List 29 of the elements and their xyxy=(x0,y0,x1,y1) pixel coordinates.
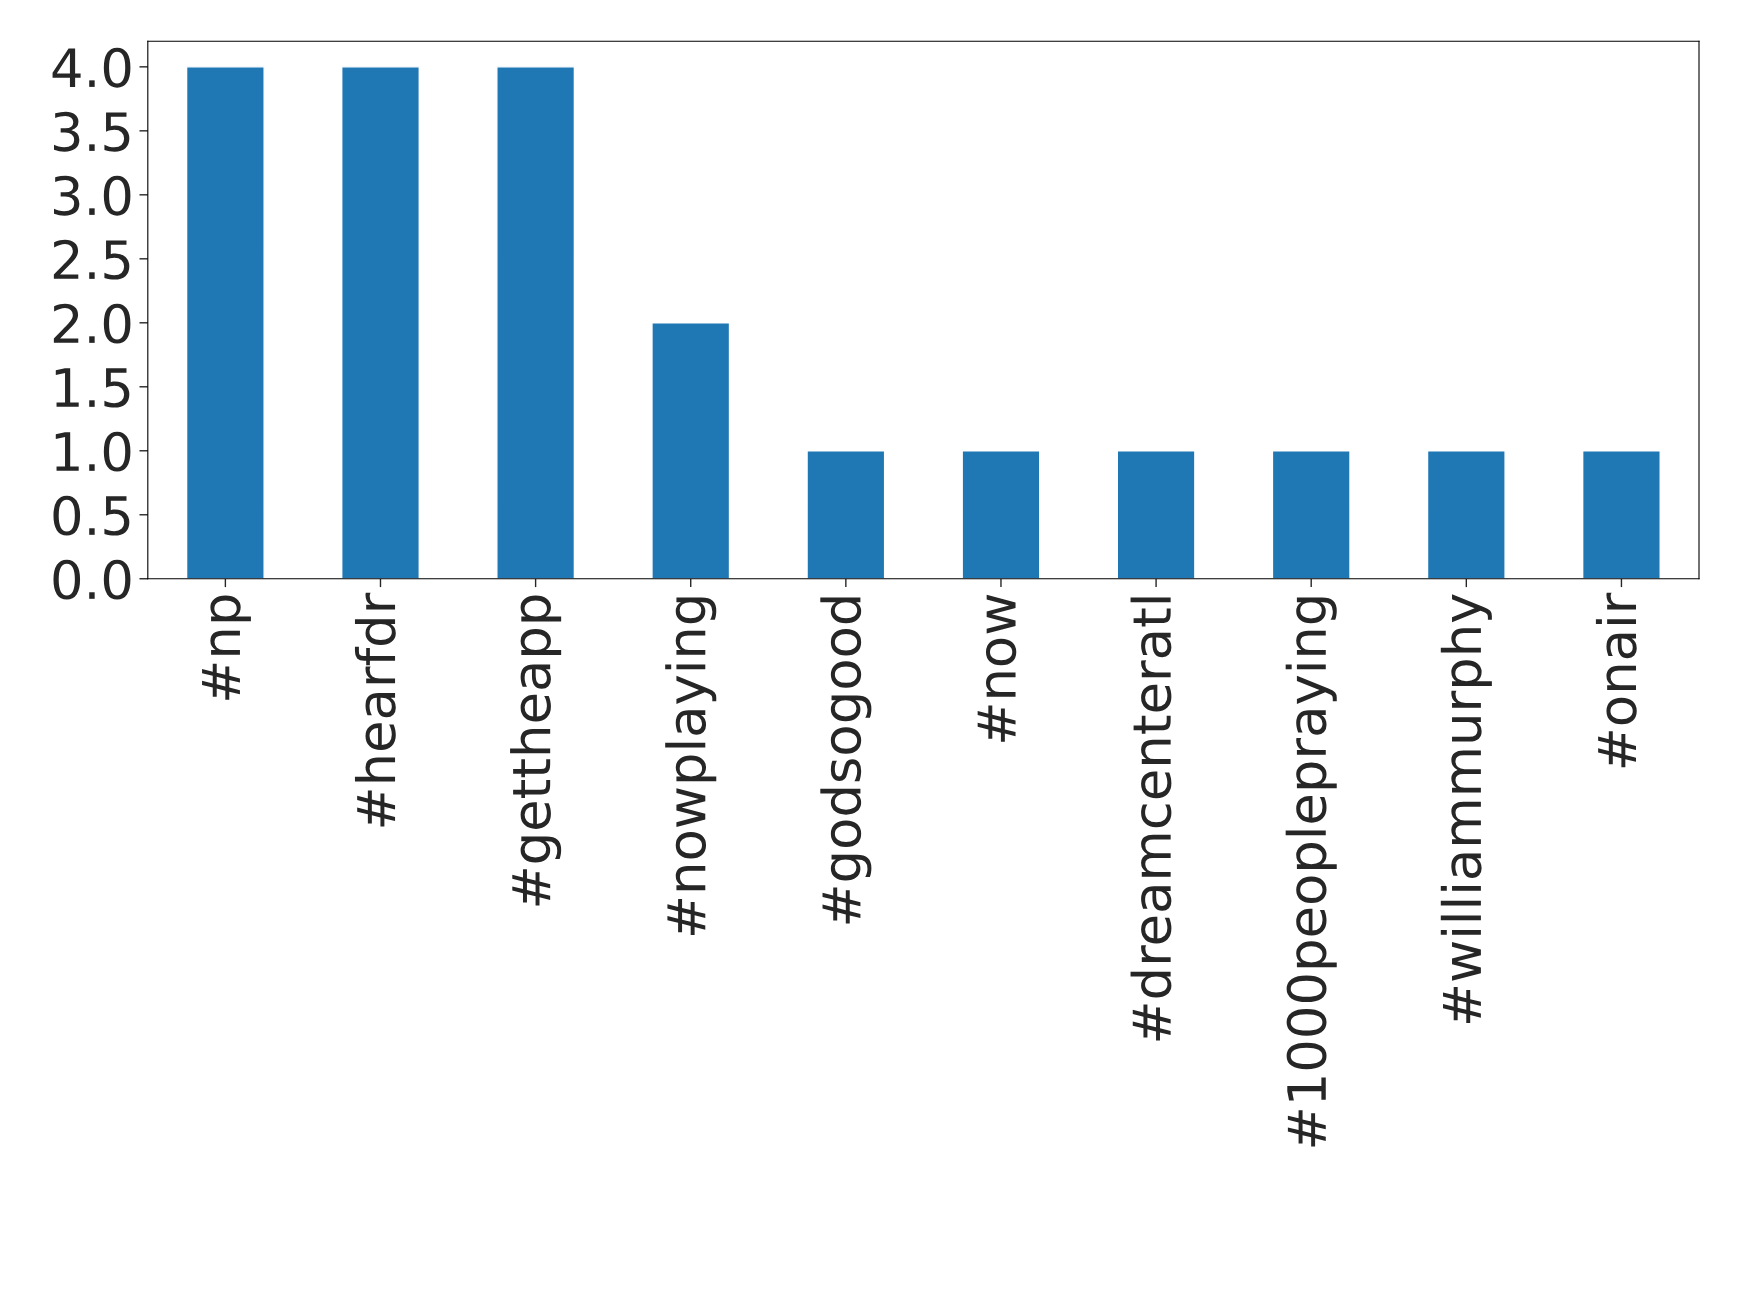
y-tick-label: 1.0 xyxy=(55,431,131,472)
x-tick-label: #hearfdr xyxy=(354,592,396,827)
x-tick-label: #gettheapp xyxy=(510,595,562,906)
bar xyxy=(1116,450,1196,579)
y-tick-label: 1.5 xyxy=(55,368,130,408)
y-tick-label: 3.0 xyxy=(54,175,131,216)
bar xyxy=(1271,450,1351,579)
x-tick-label: #np xyxy=(202,595,251,700)
bar xyxy=(1581,450,1661,579)
bar xyxy=(341,66,420,579)
bar xyxy=(806,450,886,579)
x-tick-label: #onair xyxy=(1595,592,1637,768)
y-tick-label: 2.5 xyxy=(53,239,130,280)
y-tick-label: 4.0 xyxy=(52,47,131,88)
bar xyxy=(961,450,1041,579)
x-tick-label: #nowplaying xyxy=(665,597,717,936)
y-tick-label: 0.0 xyxy=(53,559,131,600)
y-tick-label: 2.0 xyxy=(53,303,131,344)
y-tick-label: 0.5 xyxy=(53,495,130,536)
bar xyxy=(651,322,731,579)
x-tick-label: #now xyxy=(977,594,1017,742)
bar xyxy=(496,66,576,579)
bar xyxy=(1426,450,1506,579)
x-tick-label: #williammurphy xyxy=(1440,594,1492,1024)
x-tick-label: #dreamcenteratl xyxy=(1130,597,1172,1041)
x-tick-label: #godsogood xyxy=(820,597,872,924)
bar xyxy=(185,66,265,579)
x-tick-label: #1000peoplepraying xyxy=(1285,597,1337,1147)
y-tick-label: 3.5 xyxy=(54,111,130,152)
